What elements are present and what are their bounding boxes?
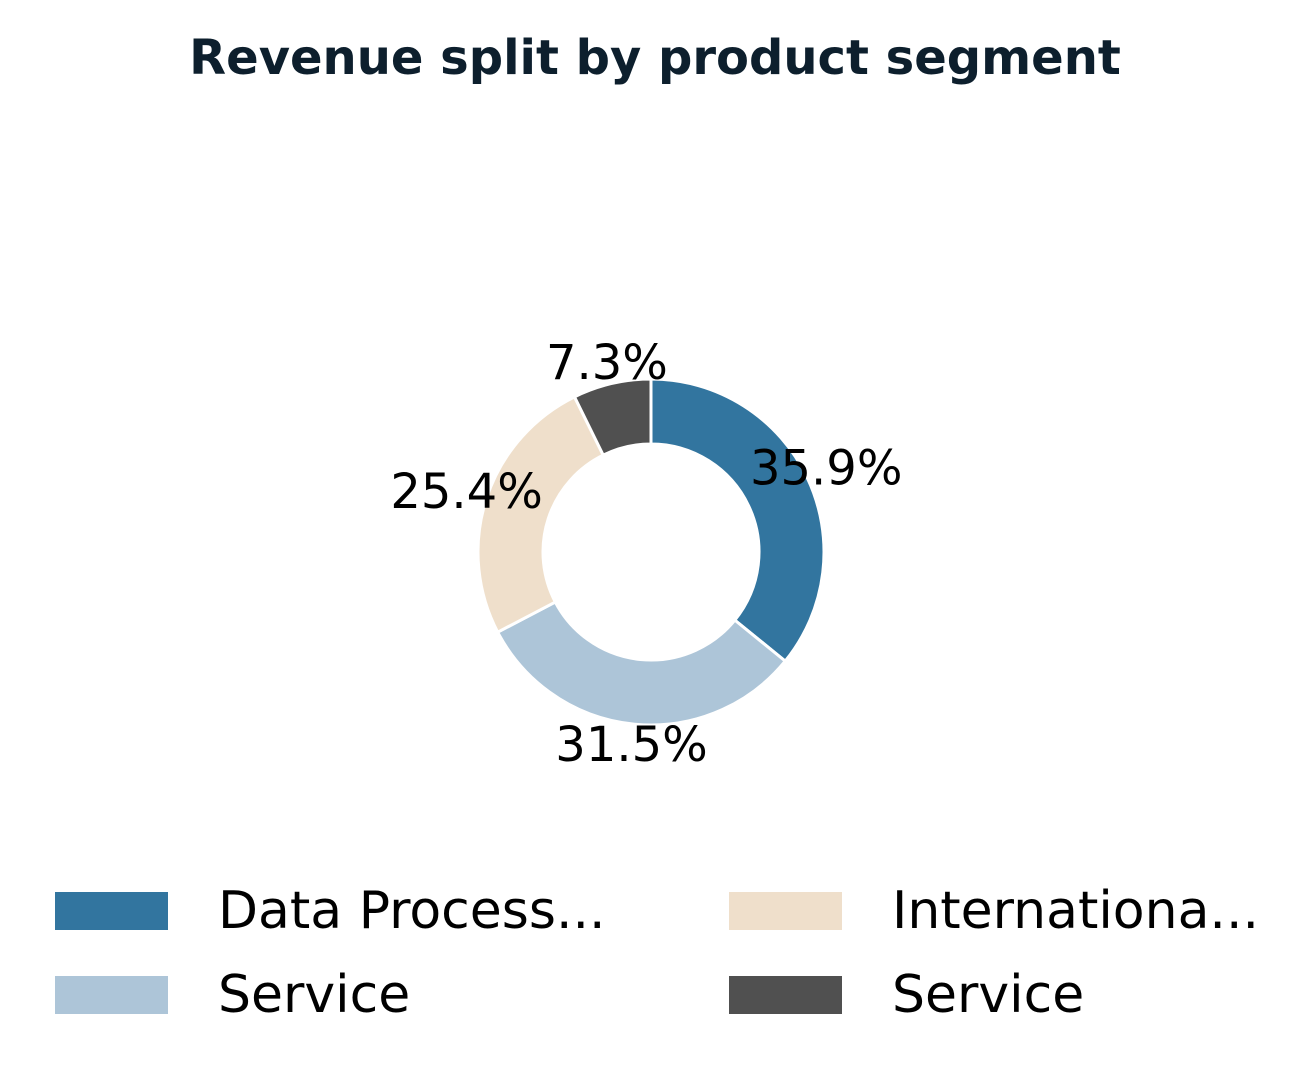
legend-swatch-3	[729, 892, 842, 930]
percent-label-4: 7.3%	[546, 335, 668, 391]
legend: Data Process... Service Internationa... Ser…	[55, 881, 1259, 1025]
donut-slice-3	[476, 394, 606, 635]
legend-item-2: Service	[55, 965, 410, 1025]
percent-label-3: 25.4%	[390, 464, 542, 520]
legend-item-3: Internationa...	[729, 881, 1259, 941]
legend-swatch-1	[55, 892, 168, 930]
donut-slice-4	[572, 377, 653, 458]
donut-slice-1	[649, 377, 826, 664]
legend-label-4: Service	[892, 965, 1084, 1025]
legend-item-4: Service	[729, 965, 1084, 1025]
slices-group	[476, 377, 826, 727]
legend-label-3: Internationa...	[892, 881, 1259, 941]
percent-labels-group: 35.9% 31.5% 25.4% 7.3%	[390, 335, 902, 773]
legend-swatch-4	[729, 976, 842, 1014]
legend-item-1: Data Process...	[55, 881, 606, 941]
legend-swatch-2	[55, 976, 168, 1014]
donut-slice-2	[495, 600, 788, 727]
percent-label-1: 35.9%	[750, 441, 902, 497]
chart-title: Revenue split by product segment	[189, 30, 1121, 86]
legend-label-2: Service	[218, 965, 410, 1025]
legend-label-1: Data Process...	[218, 881, 606, 941]
percent-label-2: 31.5%	[555, 717, 707, 773]
